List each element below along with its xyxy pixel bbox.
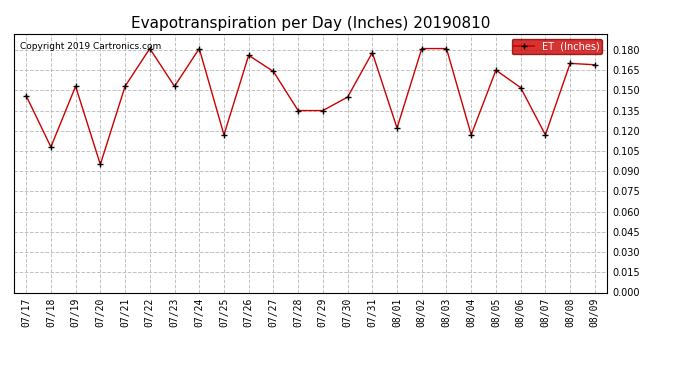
Legend: ET  (Inches): ET (Inches) (511, 39, 602, 54)
Title: Evapotranspiration per Day (Inches) 20190810: Evapotranspiration per Day (Inches) 2019… (131, 16, 490, 31)
Text: Copyright 2019 Cartronics.com: Copyright 2019 Cartronics.com (20, 42, 161, 51)
